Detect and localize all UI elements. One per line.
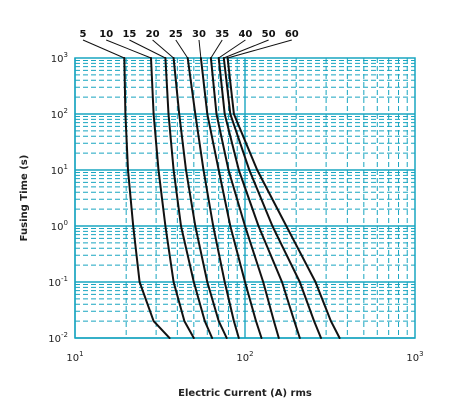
curve-leader-40 bbox=[218, 39, 246, 59]
curve-leader-5 bbox=[82, 39, 125, 59]
curve-label-60: 60 bbox=[285, 29, 299, 40]
y-tick-labels: 103 102 101 100 10-1 10-2 bbox=[48, 51, 68, 345]
curve-leader-30 bbox=[198, 39, 202, 59]
x-axis-title: Electric Current (A) rms bbox=[178, 388, 312, 399]
y-tick-label: 101 bbox=[51, 163, 68, 177]
curve-20 bbox=[172, 57, 228, 339]
curve-leader-25 bbox=[175, 39, 189, 59]
x-tick-label: 101 bbox=[66, 350, 83, 364]
curve-leader-50 bbox=[223, 39, 269, 59]
curve-leader-35 bbox=[210, 39, 223, 59]
curve-label-25: 25 bbox=[169, 29, 183, 40]
curve-label-10: 10 bbox=[99, 29, 113, 40]
curve-leader-60 bbox=[227, 39, 292, 59]
curve-leader-20 bbox=[152, 39, 174, 59]
plot-frame bbox=[74, 57, 416, 339]
x-tick-label: 102 bbox=[236, 350, 253, 364]
curve-label-15: 15 bbox=[122, 29, 136, 40]
curve-35 bbox=[209, 57, 280, 339]
curve-60 bbox=[226, 57, 341, 339]
curve-label-50: 50 bbox=[262, 29, 276, 40]
curve-50 bbox=[222, 57, 322, 339]
x-tick-label: 103 bbox=[406, 350, 423, 364]
y-tick-label: 103 bbox=[51, 51, 68, 65]
curves: 5 10 15 20 25 30 35 40 50 60 bbox=[80, 29, 341, 339]
curve-leader-10 bbox=[106, 39, 152, 59]
y-tick-label: 100 bbox=[51, 219, 68, 233]
y-tick-label: 10-2 bbox=[48, 331, 68, 345]
curve-25 bbox=[186, 57, 240, 339]
curve-label-5: 5 bbox=[80, 29, 87, 40]
y-axis-title: Fusing Time (s) bbox=[19, 155, 30, 242]
curve-label-40: 40 bbox=[238, 29, 252, 40]
curve-15 bbox=[164, 57, 214, 339]
curve-leader-15 bbox=[129, 39, 166, 59]
curve-label-35: 35 bbox=[215, 29, 229, 40]
curve-40 bbox=[217, 57, 301, 339]
curve-30 bbox=[199, 57, 263, 339]
y-tick-label: 10-1 bbox=[48, 275, 68, 289]
curve-5 bbox=[123, 57, 171, 339]
x-tick-labels: 101 102 103 bbox=[66, 350, 423, 364]
curve-label-20: 20 bbox=[146, 29, 160, 40]
curve-label-30: 30 bbox=[192, 29, 206, 40]
y-tick-label: 102 bbox=[51, 107, 68, 121]
curve-10 bbox=[150, 57, 195, 339]
